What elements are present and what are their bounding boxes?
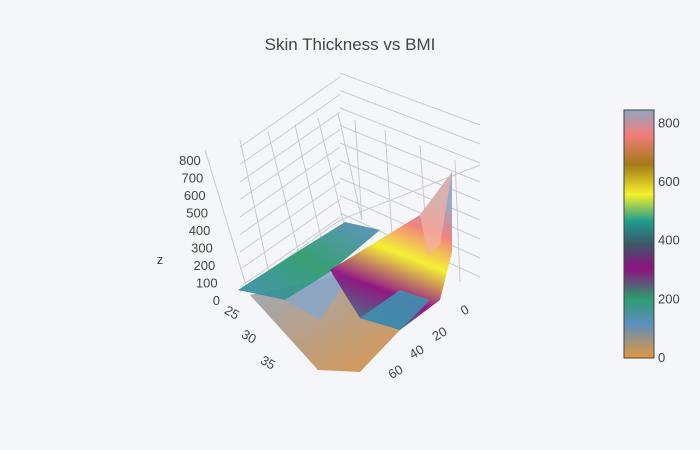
grid-line-back-4 (317, 117, 346, 229)
z-tick-800: 800 (179, 153, 201, 168)
y-tick-60: 60 (385, 362, 405, 382)
z-tick-300: 300 (191, 241, 213, 256)
grid-line-back-2 (267, 131, 301, 259)
z-tick-400: 400 (189, 223, 211, 238)
colorbar-tick-800: 800 (658, 115, 680, 130)
z-tick-0: 0 (213, 293, 220, 308)
grid-line-z-left-7 (239, 94, 341, 165)
grid-line-z-left-2 (239, 181, 341, 253)
grid-line-back-5 (337, 112, 363, 221)
z-axis-label: z (157, 252, 164, 267)
grid-line-right-3 (454, 159, 461, 283)
grid-line-z-left-5 (239, 129, 341, 200)
z-tick-600: 600 (184, 188, 206, 203)
colorbar-ticks: 0 200 400 600 800 (658, 115, 680, 365)
x-tick-25: 25 (222, 302, 242, 322)
grid-line-z-right-5 (339, 125, 481, 183)
grid-line-z-left-1 (239, 199, 341, 270)
chart-title: Skin Thickness vs BMI (265, 35, 436, 54)
z-tick-100: 100 (196, 276, 218, 291)
surface-left-plateau (238, 222, 380, 300)
grid-line-z-left-0 (239, 216, 341, 288)
x-axis-ticks: 25 30 35 (222, 302, 278, 372)
grid-line-z-right-7 (339, 90, 481, 145)
y-tick-40: 40 (406, 342, 426, 362)
grid-line-right-1 (384, 129, 393, 236)
x-tick-30: 30 (239, 326, 259, 346)
colorbar-tick-200: 200 (658, 291, 680, 306)
grid-line-z-right-4 (339, 142, 481, 202)
y-tick-0: 0 (458, 302, 472, 319)
surface-right-ridge (420, 172, 452, 255)
y-tick-20: 20 (429, 324, 449, 344)
grid-line-z-left-6 (239, 111, 341, 183)
colorbar-tick-600: 600 (658, 174, 680, 189)
z-tick-500: 500 (186, 206, 208, 221)
surface-right-sheet (330, 172, 452, 330)
grid-line-back-1 (239, 139, 271, 279)
grid-edge-top-right (339, 164, 481, 221)
surface-left-face (285, 272, 345, 320)
z-axis-ticks: 0 100 200 300 400 500 600 700 800 (179, 153, 220, 308)
grid-line-z-right-2 (339, 177, 481, 240)
colorbar-box (623, 109, 655, 359)
x-tick-35: 35 (258, 352, 278, 372)
grid-line-z-right-6 (339, 107, 481, 164)
colorbar-tick-0: 0 (658, 350, 665, 365)
grid-line-z-left-4 (239, 146, 341, 218)
grid-line-z-left-8 (239, 76, 341, 148)
grid-line-right-0 (354, 119, 363, 221)
grid-line-z-right-3 (339, 160, 481, 221)
colorbar-tick-400: 400 (658, 233, 680, 248)
grid-line-back-3 (294, 124, 323, 243)
z-tick-700: 700 (181, 171, 203, 186)
grid-line-z-right-8 (339, 72, 481, 126)
surface-right-fold (360, 290, 430, 330)
z-tick-200: 200 (193, 258, 215, 273)
grid-line-z-left-3 (239, 164, 341, 235)
